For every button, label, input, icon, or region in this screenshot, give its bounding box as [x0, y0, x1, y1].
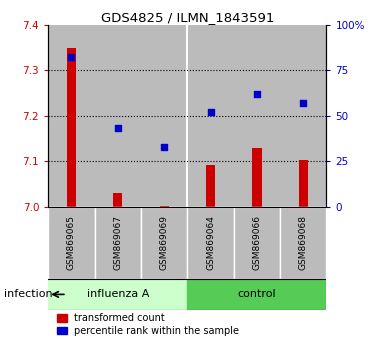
Title: GDS4825 / ILMN_1843591: GDS4825 / ILMN_1843591: [101, 11, 274, 24]
Text: GSM869065: GSM869065: [67, 215, 76, 270]
Text: control: control: [237, 290, 276, 299]
Text: influenza A: influenza A: [86, 290, 149, 299]
Text: infection: infection: [4, 290, 52, 299]
Bar: [299, 160, 308, 206]
Bar: [252, 148, 262, 206]
Text: GSM869068: GSM869068: [299, 215, 308, 270]
Text: GSM869069: GSM869069: [160, 215, 169, 270]
FancyBboxPatch shape: [48, 206, 95, 279]
Bar: [113, 193, 122, 206]
Bar: [280, 25, 326, 206]
Bar: [187, 279, 326, 309]
Text: GSM869066: GSM869066: [252, 215, 262, 270]
Point: [161, 144, 167, 149]
Bar: [206, 165, 215, 206]
Point: [301, 100, 306, 106]
Bar: [234, 25, 280, 206]
Point: [69, 55, 75, 60]
Point: [208, 109, 214, 115]
FancyBboxPatch shape: [234, 206, 280, 279]
FancyBboxPatch shape: [187, 206, 234, 279]
Text: GSM869064: GSM869064: [206, 216, 215, 270]
Point: [254, 91, 260, 97]
FancyBboxPatch shape: [141, 206, 187, 279]
Bar: [48, 25, 95, 206]
FancyBboxPatch shape: [95, 206, 141, 279]
Bar: [187, 25, 234, 206]
Legend: transformed count, percentile rank within the sample: transformed count, percentile rank withi…: [53, 309, 243, 340]
FancyBboxPatch shape: [280, 206, 326, 279]
Bar: [141, 25, 187, 206]
Bar: [95, 25, 141, 206]
Point: [115, 126, 121, 131]
Text: GSM869067: GSM869067: [113, 215, 122, 270]
Bar: [48, 279, 187, 309]
Bar: [67, 48, 76, 206]
